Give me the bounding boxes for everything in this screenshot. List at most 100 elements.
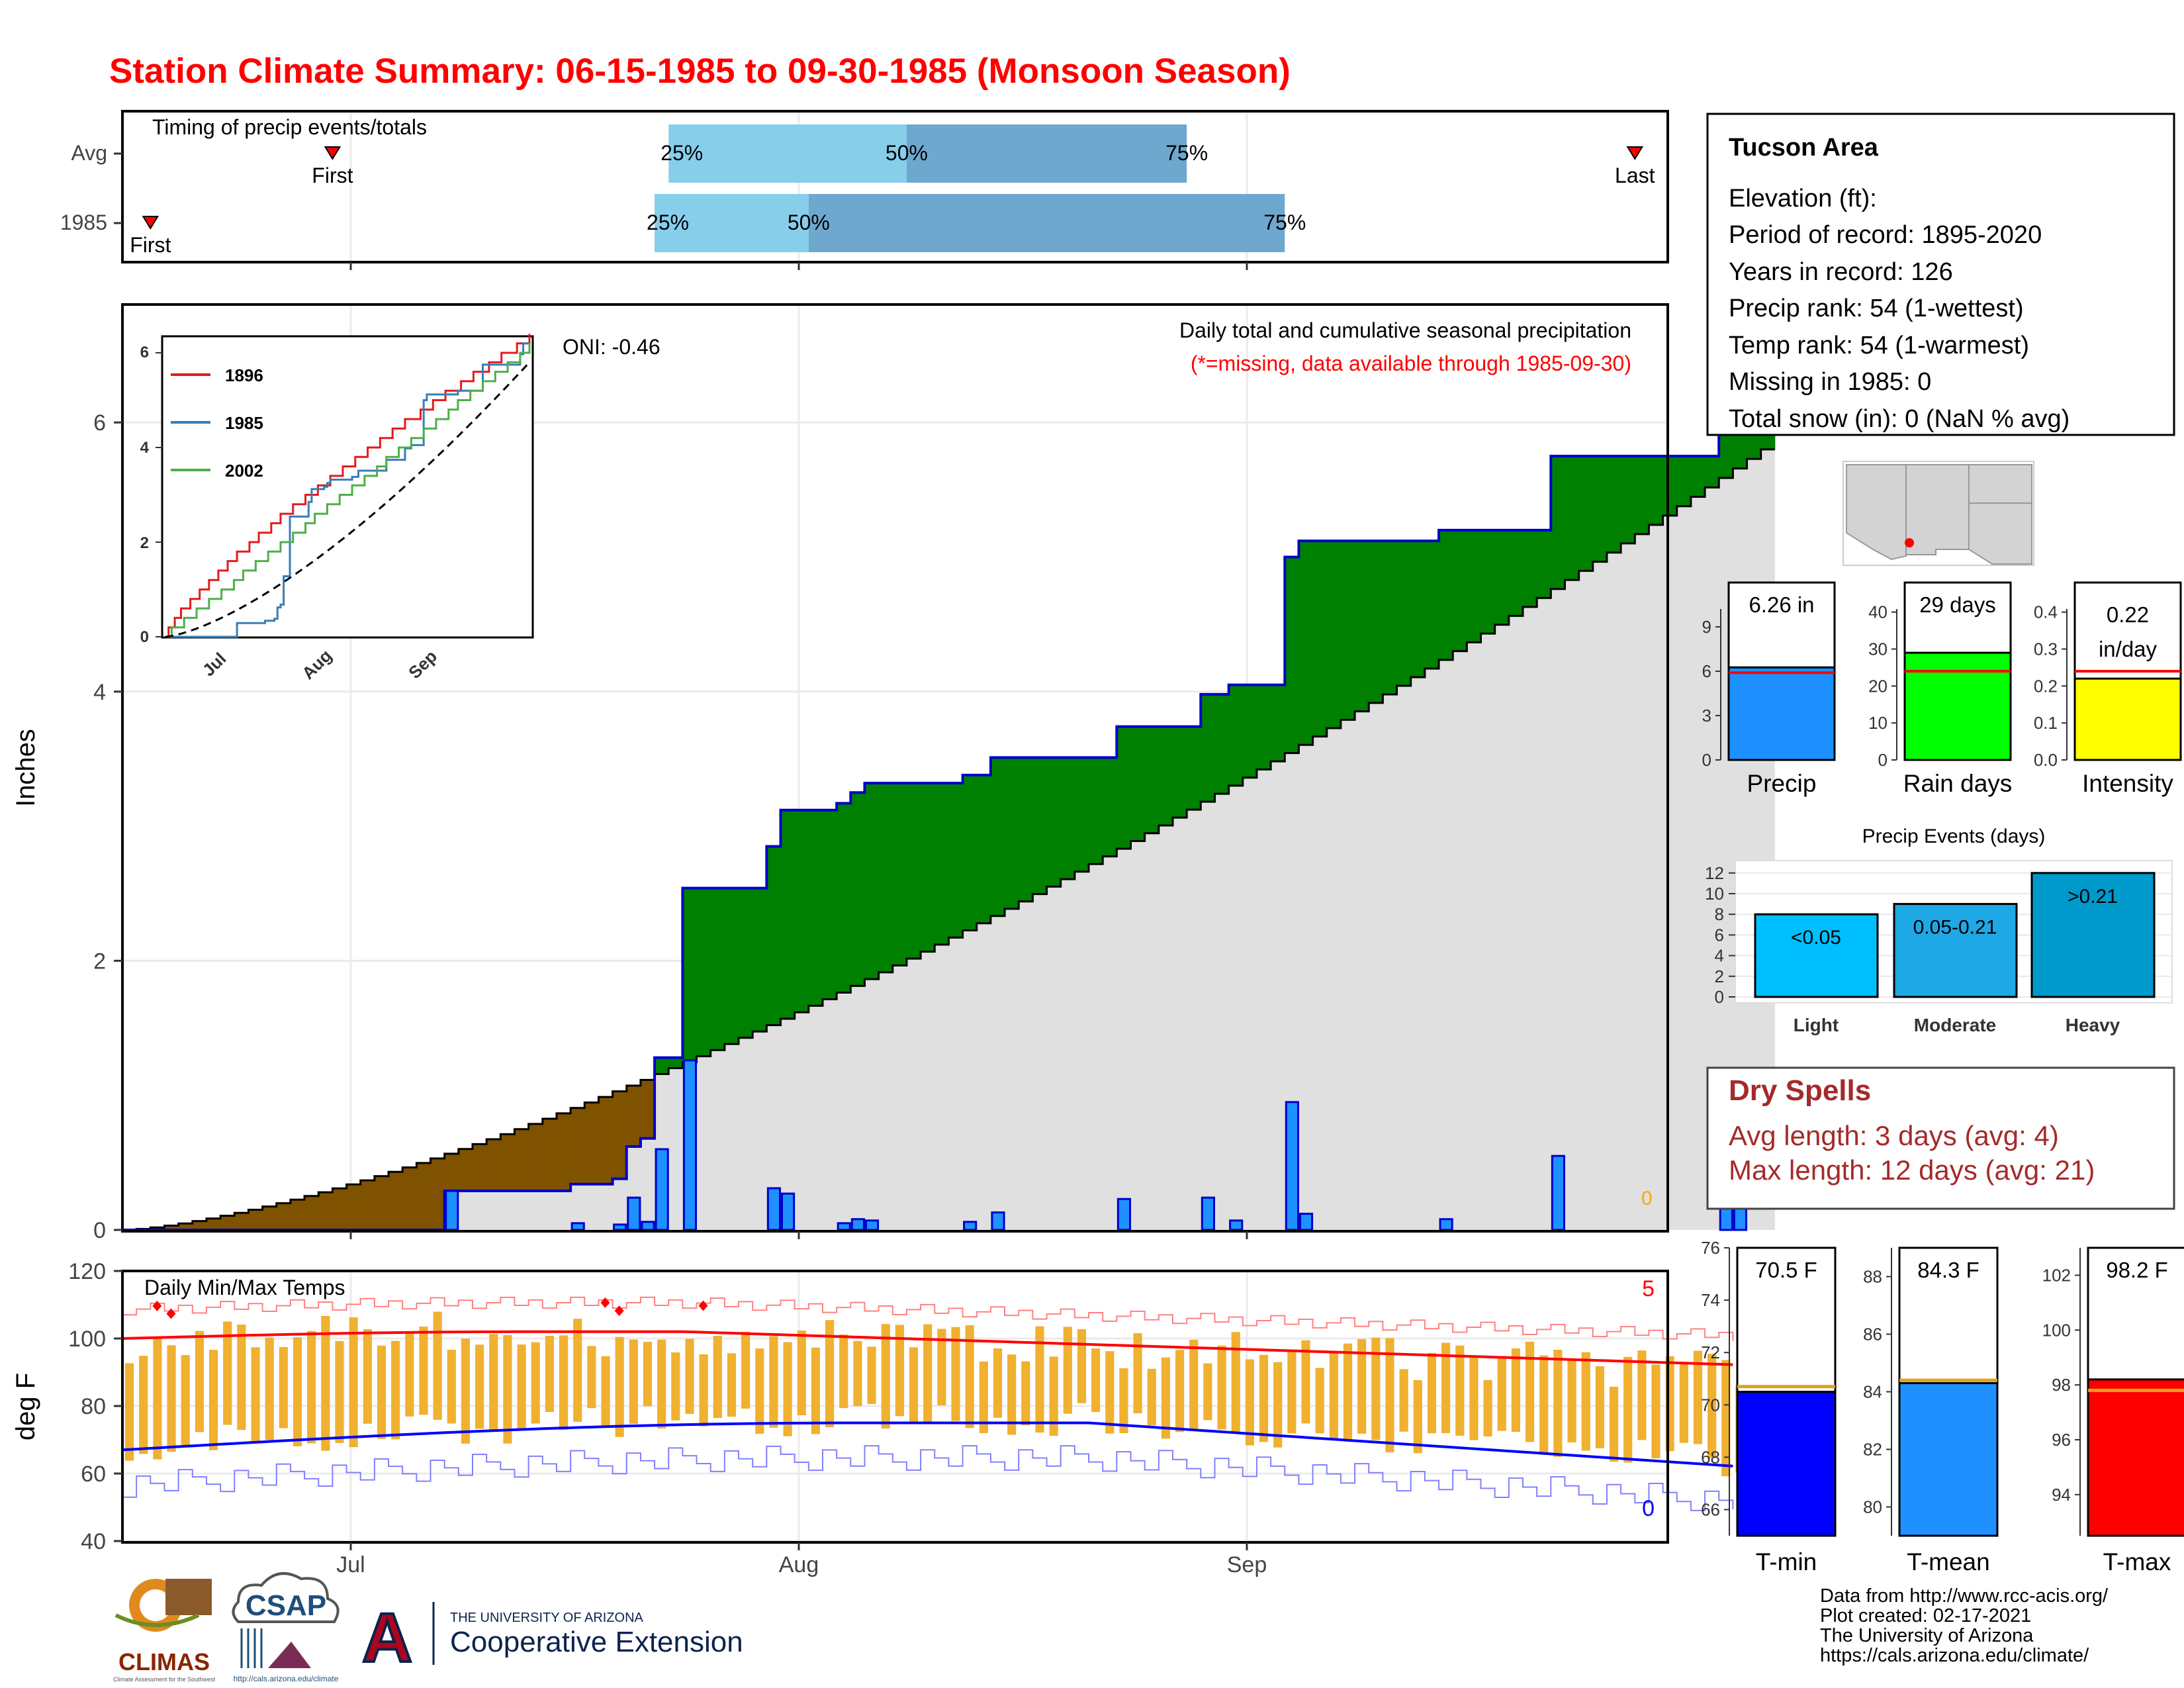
deficit-fill: [332, 1188, 347, 1230]
timing-first-marker: [324, 146, 341, 160]
daily-temp-range-bar: [1469, 1357, 1479, 1440]
temp-summary-tick: 70: [1701, 1395, 1720, 1415]
daily-temp-range-bar: [923, 1324, 933, 1425]
temp-xaxis: Jul Aug Sep: [336, 1542, 1267, 1577]
surplus-fill: [878, 783, 893, 972]
precip-ytick: 2: [93, 949, 106, 974]
inset-ytick: 4: [140, 439, 150, 457]
daily-temp-range-bar: [1049, 1356, 1058, 1436]
daily-precip-bar: [445, 1190, 459, 1231]
daily-temp-range-bar: [265, 1337, 274, 1440]
daily-temp-range-bar: [237, 1324, 246, 1430]
temp-summary-tick: 98: [2052, 1375, 2071, 1395]
surplus-fill: [808, 810, 823, 1006]
record-high-marker: [698, 1300, 708, 1311]
surplus-fill: [1214, 694, 1230, 794]
station-line: Period of record: 1895-2020: [1729, 221, 2042, 249]
daily-precip-bar: [627, 1196, 641, 1231]
surplus-fill: [1480, 530, 1496, 634]
daily-temp-range-bar: [503, 1335, 512, 1444]
daily-temp-range-bar: [755, 1348, 764, 1434]
precip-ytick: 6: [93, 410, 106, 436]
daily-temp-range-bar: [461, 1338, 470, 1444]
page-title: Station Climate Summary: 06-15-1985 to 0…: [109, 52, 1291, 91]
dry-spells-max: Max length: 12 days (avg: 21): [1729, 1154, 2095, 1186]
station-info-box: Tucson Area Elevation (ft): Period of re…: [1706, 113, 2175, 436]
daily-temp-range-bar: [783, 1342, 792, 1436]
surplus-fill: [1116, 726, 1132, 849]
daily-precip-bar: [781, 1192, 796, 1231]
inset-ytick: 0: [140, 628, 149, 646]
temp-summary-tick: 76: [1701, 1238, 1720, 1258]
record-high-marker: [614, 1305, 624, 1317]
precip-ytick: 0: [93, 1218, 106, 1243]
summary-tick: 20: [1868, 676, 1888, 696]
surplus-fill: [1494, 530, 1510, 625]
temp-summary-tick: 74: [1701, 1290, 1720, 1310]
deficit-fill: [346, 1184, 361, 1230]
surplus-fill: [1424, 541, 1439, 669]
temp-summary-tick: 68: [1701, 1447, 1720, 1467]
inset-legend-1896: 1896: [225, 365, 263, 385]
surplus-fill: [1089, 757, 1103, 865]
surplus-fill: [724, 888, 739, 1045]
daily-temp-range-bar: [1217, 1345, 1226, 1430]
climas-subtitle: Climate Assessment for the Southwest: [113, 1676, 216, 1683]
climas-wordmark: CLIMAS: [118, 1648, 210, 1675]
daily-temp-range-bar: [1105, 1351, 1115, 1434]
daily-temp-range-bar: [1679, 1364, 1688, 1443]
summary-bars: 0 3 6 9 6.26 in Precip 0 10 20 30 40 29 days Rain da…: [1702, 581, 2182, 797]
station-line: Temp rank: 54 (1-warmest): [1729, 332, 2029, 359]
summary-tick: 0: [1702, 750, 1711, 770]
temp-panel: 40 60 80 100 120 deg F Daily Min/Max Temps 5…: [11, 1259, 1745, 1577]
daily-temp-range-bar: [1175, 1350, 1185, 1432]
deficit-fill: [262, 1206, 277, 1230]
daily-temp-range-bar: [685, 1338, 694, 1414]
deficit-fill: [402, 1167, 417, 1230]
timing-q2-bar: [808, 194, 1285, 252]
daily-temp-range-bar: [615, 1336, 624, 1437]
daily-temp-range-bar: [1707, 1354, 1717, 1458]
timing-p50-label: 50%: [886, 141, 928, 165]
daily-temp-range-bar: [1721, 1360, 1731, 1477]
footer-line: The University of Arizona: [1820, 1625, 2034, 1646]
daily-temp-range-bar: [1427, 1352, 1437, 1434]
deficit-fill: [500, 1134, 515, 1192]
surplus-fill: [752, 888, 767, 1032]
deficit-fill: [234, 1213, 249, 1230]
inset-line-2002: [165, 343, 531, 638]
daily-precip-bar: [682, 1059, 698, 1231]
csap-logo: CSAP http://cals.arizona.edu/climate: [232, 1572, 340, 1683]
temp-xtick-aug: Aug: [779, 1552, 819, 1577]
daily-precip-bar: [864, 1219, 880, 1231]
deficit-fill: [360, 1180, 375, 1230]
csap-wordmark: CSAP: [246, 1589, 326, 1622]
surplus-fill: [1144, 726, 1160, 833]
deficit-fill: [206, 1218, 221, 1230]
daily-temp-range-bar: [713, 1335, 722, 1419]
timing-last-label: Last: [1615, 164, 1655, 187]
deficit-fill: [192, 1221, 207, 1230]
surplus-fill: [1649, 456, 1664, 525]
daily-temp-range-bar: [1147, 1368, 1156, 1426]
temp-panel-label: Daily Min/Max Temps: [144, 1276, 345, 1299]
summary-value-bar: [2073, 677, 2182, 761]
daily-temp-range-bar: [1119, 1368, 1128, 1433]
daily-precip-bar: [1551, 1154, 1565, 1231]
surplus-fill: [1285, 557, 1299, 753]
daily-temp-range-bar: [699, 1354, 708, 1427]
daily-temp-range-bar: [195, 1331, 204, 1432]
daily-temp-range-bar: [1189, 1340, 1199, 1430]
timing-q1-bar: [655, 194, 809, 252]
daily-temp-range-bar: [419, 1326, 428, 1415]
surplus-fill: [1228, 684, 1244, 786]
temp-summary-tick: 72: [1701, 1342, 1720, 1362]
daily-temp-range-bar: [321, 1315, 330, 1451]
surplus-fill: [1621, 456, 1635, 543]
surplus-fill: [1523, 530, 1537, 607]
precip-title-2: (*=missing, data available through 1985-…: [1191, 352, 1631, 375]
deficit-fill: [542, 1118, 557, 1192]
deficit-fill: [444, 1153, 459, 1192]
